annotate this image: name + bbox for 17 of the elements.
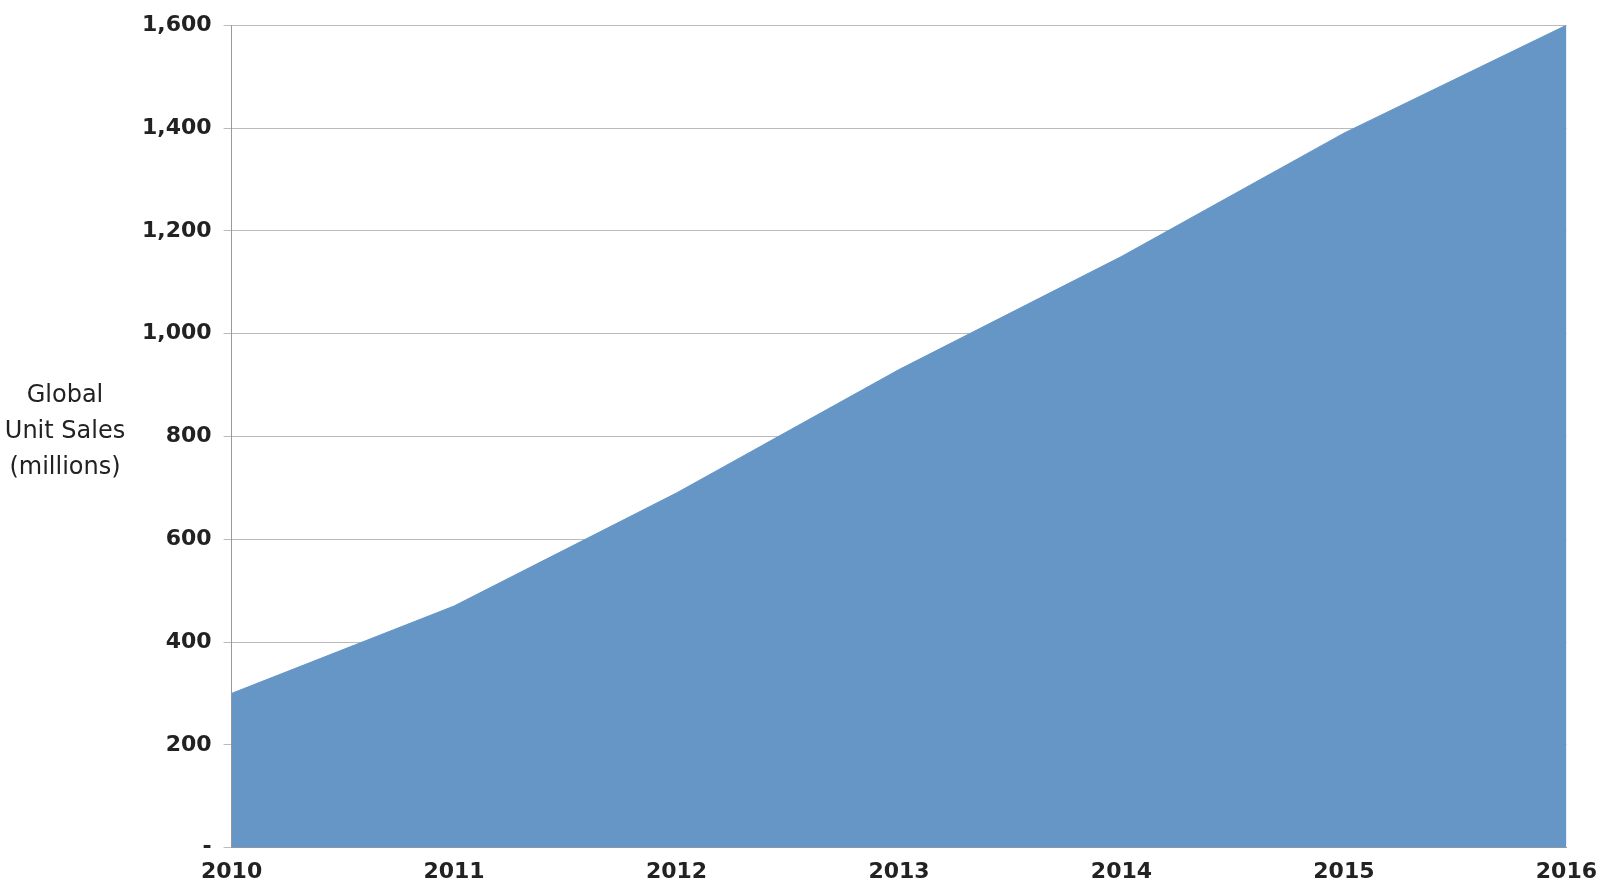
x-tick-label: 2011 [423, 857, 485, 883]
x-tick-label: 2015 [1313, 857, 1375, 883]
x-tick-label: 2010 [200, 857, 263, 883]
y-axis-title: Global Unit Sales (millions) [3, 379, 127, 482]
y-tick-label: 1,400 [141, 113, 212, 139]
y-tick-label: 800 [165, 422, 212, 448]
x-tick-label: 2016 [1535, 857, 1597, 883]
y-tick-label: 200 [165, 730, 212, 756]
x-tick-label: 2013 [868, 857, 930, 883]
y-tick-label: 1,200 [141, 216, 212, 242]
x-tick-label: 2014 [1090, 857, 1153, 883]
y-tick-label: - [202, 833, 212, 859]
y-tick-label: 1,600 [141, 10, 212, 36]
y-tick-label: 600 [165, 524, 212, 550]
y-tick-label: 1,000 [141, 319, 212, 345]
y-tick-label: 400 [165, 627, 212, 653]
x-tick-label: 2012 [645, 857, 708, 883]
